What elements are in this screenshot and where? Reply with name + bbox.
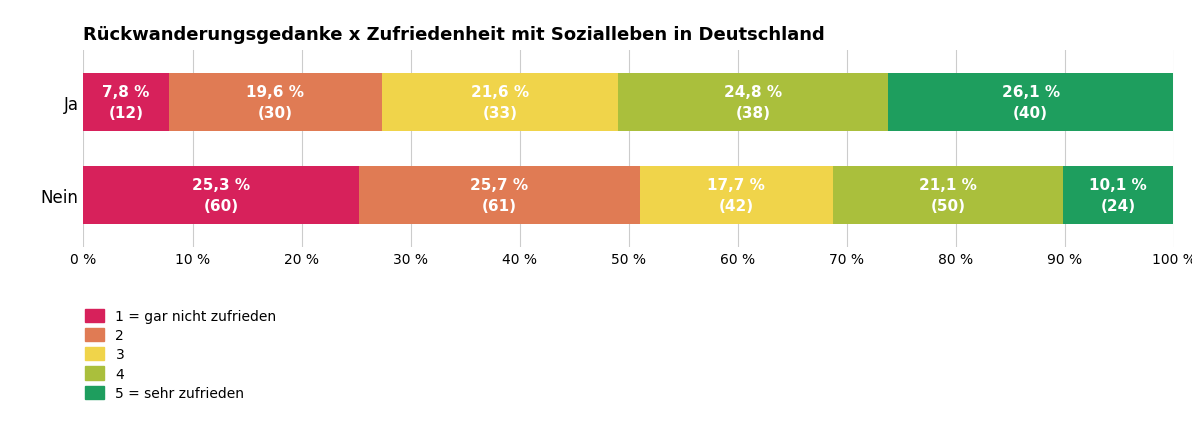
Text: Rückwanderungsgedanke x Zufriedenheit mit Sozialleben in Deutschland: Rückwanderungsgedanke x Zufriedenheit mi… xyxy=(83,26,825,44)
Text: 25,7 %
(61): 25,7 % (61) xyxy=(471,178,528,214)
Text: 26,1 %
(40): 26,1 % (40) xyxy=(1001,84,1060,121)
Text: 21,1 %
(50): 21,1 % (50) xyxy=(919,178,976,214)
Bar xyxy=(83,167,359,225)
Text: 17,7 %
(42): 17,7 % (42) xyxy=(707,178,765,214)
Text: 25,3 %
(60): 25,3 % (60) xyxy=(192,178,250,214)
Bar xyxy=(383,74,617,131)
Bar xyxy=(617,74,888,131)
Text: 21,6 %
(33): 21,6 % (33) xyxy=(471,84,529,121)
Bar xyxy=(83,74,168,131)
Bar xyxy=(168,74,383,131)
Text: 10,1 %
(24): 10,1 % (24) xyxy=(1089,178,1147,214)
Legend: 1 = gar nicht zufrieden, 2, 3, 4, 5 = sehr zufrieden: 1 = gar nicht zufrieden, 2, 3, 4, 5 = se… xyxy=(85,309,277,400)
Bar xyxy=(359,167,640,225)
Bar xyxy=(1063,167,1173,225)
Bar xyxy=(888,74,1173,131)
Text: 19,6 %
(30): 19,6 % (30) xyxy=(247,84,304,121)
Bar xyxy=(640,167,833,225)
Text: 24,8 %
(38): 24,8 % (38) xyxy=(724,84,782,121)
Bar xyxy=(833,167,1063,225)
Text: 7,8 %
(12): 7,8 % (12) xyxy=(103,84,150,121)
